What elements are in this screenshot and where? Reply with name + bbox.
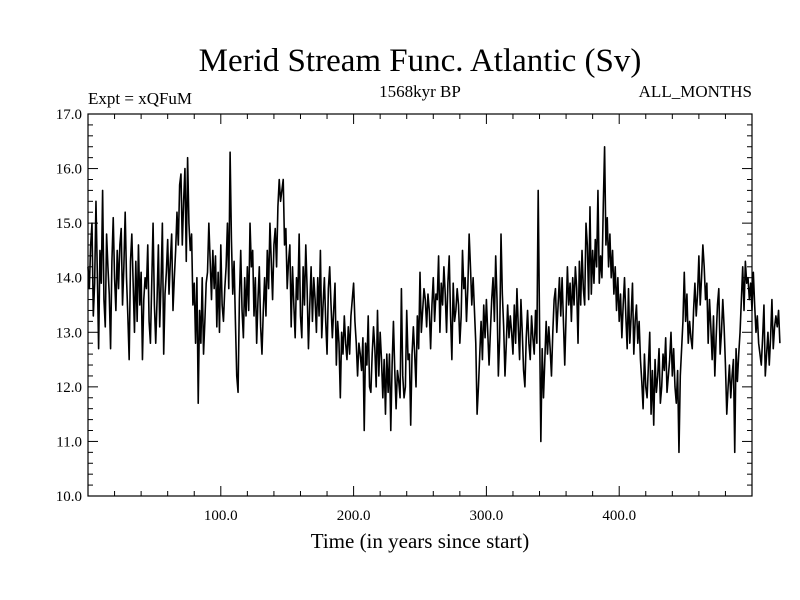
y-tick-label: 12.0 [56,380,82,396]
x-axis-label: Time (in years since start) [311,529,530,553]
y-tick-label: 11.0 [56,434,82,450]
chart-subtitle-center: 1568kyr BP [379,82,461,101]
x-tick-label: 200.0 [337,508,371,524]
y-tick-label: 10.0 [56,489,82,505]
y-tick-label: 13.0 [56,325,82,341]
y-tick-label: 14.0 [56,271,82,287]
chart-title: Merid Stream Func. Atlantic (Sv) [199,43,642,79]
y-tick-label: 17.0 [56,107,82,123]
x-tick-label: 400.0 [602,508,636,524]
x-tick-label: 300.0 [470,508,504,524]
chart-subtitle-left: Expt = xQFuM [88,89,192,108]
x-tick-label: 100.0 [204,508,238,524]
y-tick-label: 16.0 [56,162,82,178]
y-tick-label: 15.0 [56,216,82,232]
plot-area: 10.0 11.0 12.0 13.0 14.0 15.0 16.0 17.0 100.0 200… [56,107,781,524]
plot-frame [87,113,753,497]
series-line-0 [87,145,781,454]
chart-subtitle-right: ALL_MONTHS [639,82,752,101]
